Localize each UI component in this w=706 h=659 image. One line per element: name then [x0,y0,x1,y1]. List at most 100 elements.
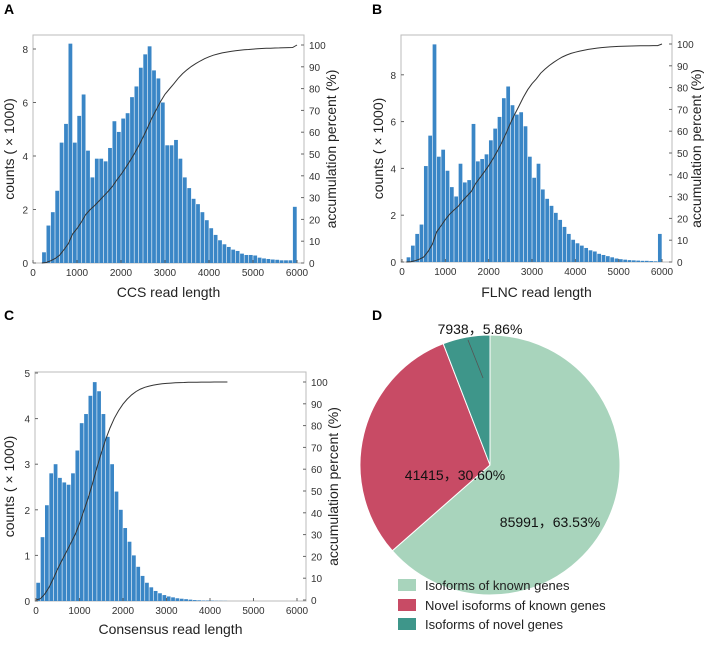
y-tick-label: 4 [22,152,28,163]
histogram-bar [66,484,71,601]
histogram-bar [610,257,615,262]
histogram-bar [94,158,99,263]
histogram-bar [53,464,58,601]
chart-a: 0 1000 2000 3000 4000 5000 6000024680102030405… [1,1,339,300]
y-tick-label: 0 [390,258,396,269]
x-tick-label: 0 [399,267,405,278]
y2-tick-label: 40 [677,171,689,182]
histogram-bar [231,249,236,263]
histogram-bar [436,156,441,262]
x-tick-label: 4000 [198,268,221,279]
histogram-bar [653,261,658,262]
histogram-bar [584,247,589,262]
panel-letter: C [4,307,14,323]
histogram-bar [145,582,149,601]
y-axis-label: counts ( × 1000) [370,98,386,200]
histogram-bar [123,528,128,601]
histogram-bar [90,177,95,263]
histogram-bar [644,260,649,262]
histogram-bar [266,258,271,263]
histogram-bar [270,259,275,263]
histogram-bar [588,250,593,262]
y2-tick-label: 60 [311,465,323,476]
histogram-bar [235,250,240,263]
histogram-bar [497,116,502,262]
legend-swatch [398,599,416,611]
y2-tick-label: 70 [309,106,321,117]
histogram-bar [59,142,64,263]
y2-tick-label: 10 [309,237,321,248]
x-tick-label: 6000 [651,267,674,278]
histogram-bar [191,198,196,263]
pie-slice-label: 85991，63.53% [500,514,600,530]
histogram-bar [160,102,165,263]
histogram-bar [140,575,145,601]
histogram-bar [121,118,126,263]
histogram-bar [182,177,187,263]
histogram-bar [114,491,119,601]
y-tick-label: 4 [390,164,396,175]
histogram-bar [614,258,619,262]
x-tick-label: 0 [30,268,36,279]
histogram-bar [192,600,197,601]
histogram-bar [171,597,175,601]
histogram-bar [158,593,162,601]
histogram-bar [605,256,610,262]
y2-tick-label: 70 [677,105,689,116]
x-tick-label: 2000 [478,267,501,278]
histogram-bar [475,161,480,262]
y2-tick-label: 80 [677,84,689,95]
histogram-bar [136,566,141,601]
histogram-bar [184,599,188,601]
histogram-bar [545,198,550,262]
y-tick-label: 2 [22,206,28,217]
x-axis-label: CCS read length [117,284,221,300]
histogram-bar [68,43,73,264]
y-tick-label: 0 [24,597,30,608]
histogram-bar [196,204,200,263]
histogram-bar [88,395,93,601]
y2-tick-label: 10 [677,236,689,247]
histogram-bar [631,260,636,262]
histogram-bar [179,598,184,601]
chart-b: 0 1000 2000 3000 4000 5000 6000024680102030405… [370,1,704,300]
y2-tick-label: 100 [677,40,694,51]
accumulation-line [406,43,663,263]
histogram-bar [592,251,597,262]
histogram-bar [174,139,178,263]
chart-c: 0 1000 2000 3000 4000 5000 6000012345010203040… [1,307,341,637]
y2-axis-label: accumulation percent (%) [325,407,341,566]
y-axis-label: counts ( × 1000) [1,98,17,200]
histogram-bar [143,54,148,263]
y2-tick-label: 40 [309,172,321,183]
histogram-bar [153,590,158,601]
leader-line [467,339,484,379]
histogram-bar [162,595,167,601]
x-tick-label: 3000 [155,606,178,617]
x-axis-label: Consensus read length [99,621,243,637]
histogram-bar [222,244,227,263]
histogram-bar [441,149,446,262]
histogram-bar [506,86,511,262]
y-tick-label: 6 [390,118,396,129]
histogram-bar [178,158,183,263]
histogram-bar [657,233,662,262]
y2-tick-label: 70 [311,443,323,454]
histogram-bar [209,228,214,263]
x-tick-label: 4000 [564,267,587,278]
y2-tick-label: 0 [309,259,315,270]
histogram-bar [197,600,201,601]
histogram-bar [257,257,262,263]
histogram-bar [105,436,110,601]
histogram-bar [156,78,161,263]
histogram-bar [149,587,154,601]
histogram-bar [467,180,472,262]
y2-tick-label: 30 [309,194,321,205]
x-tick-label: 1000 [66,268,89,279]
histogram-bar [244,254,249,263]
histogram-bar [138,67,143,263]
histogram-bar [488,140,493,262]
pie-slice [442,334,491,466]
histogram-bar [527,156,532,262]
